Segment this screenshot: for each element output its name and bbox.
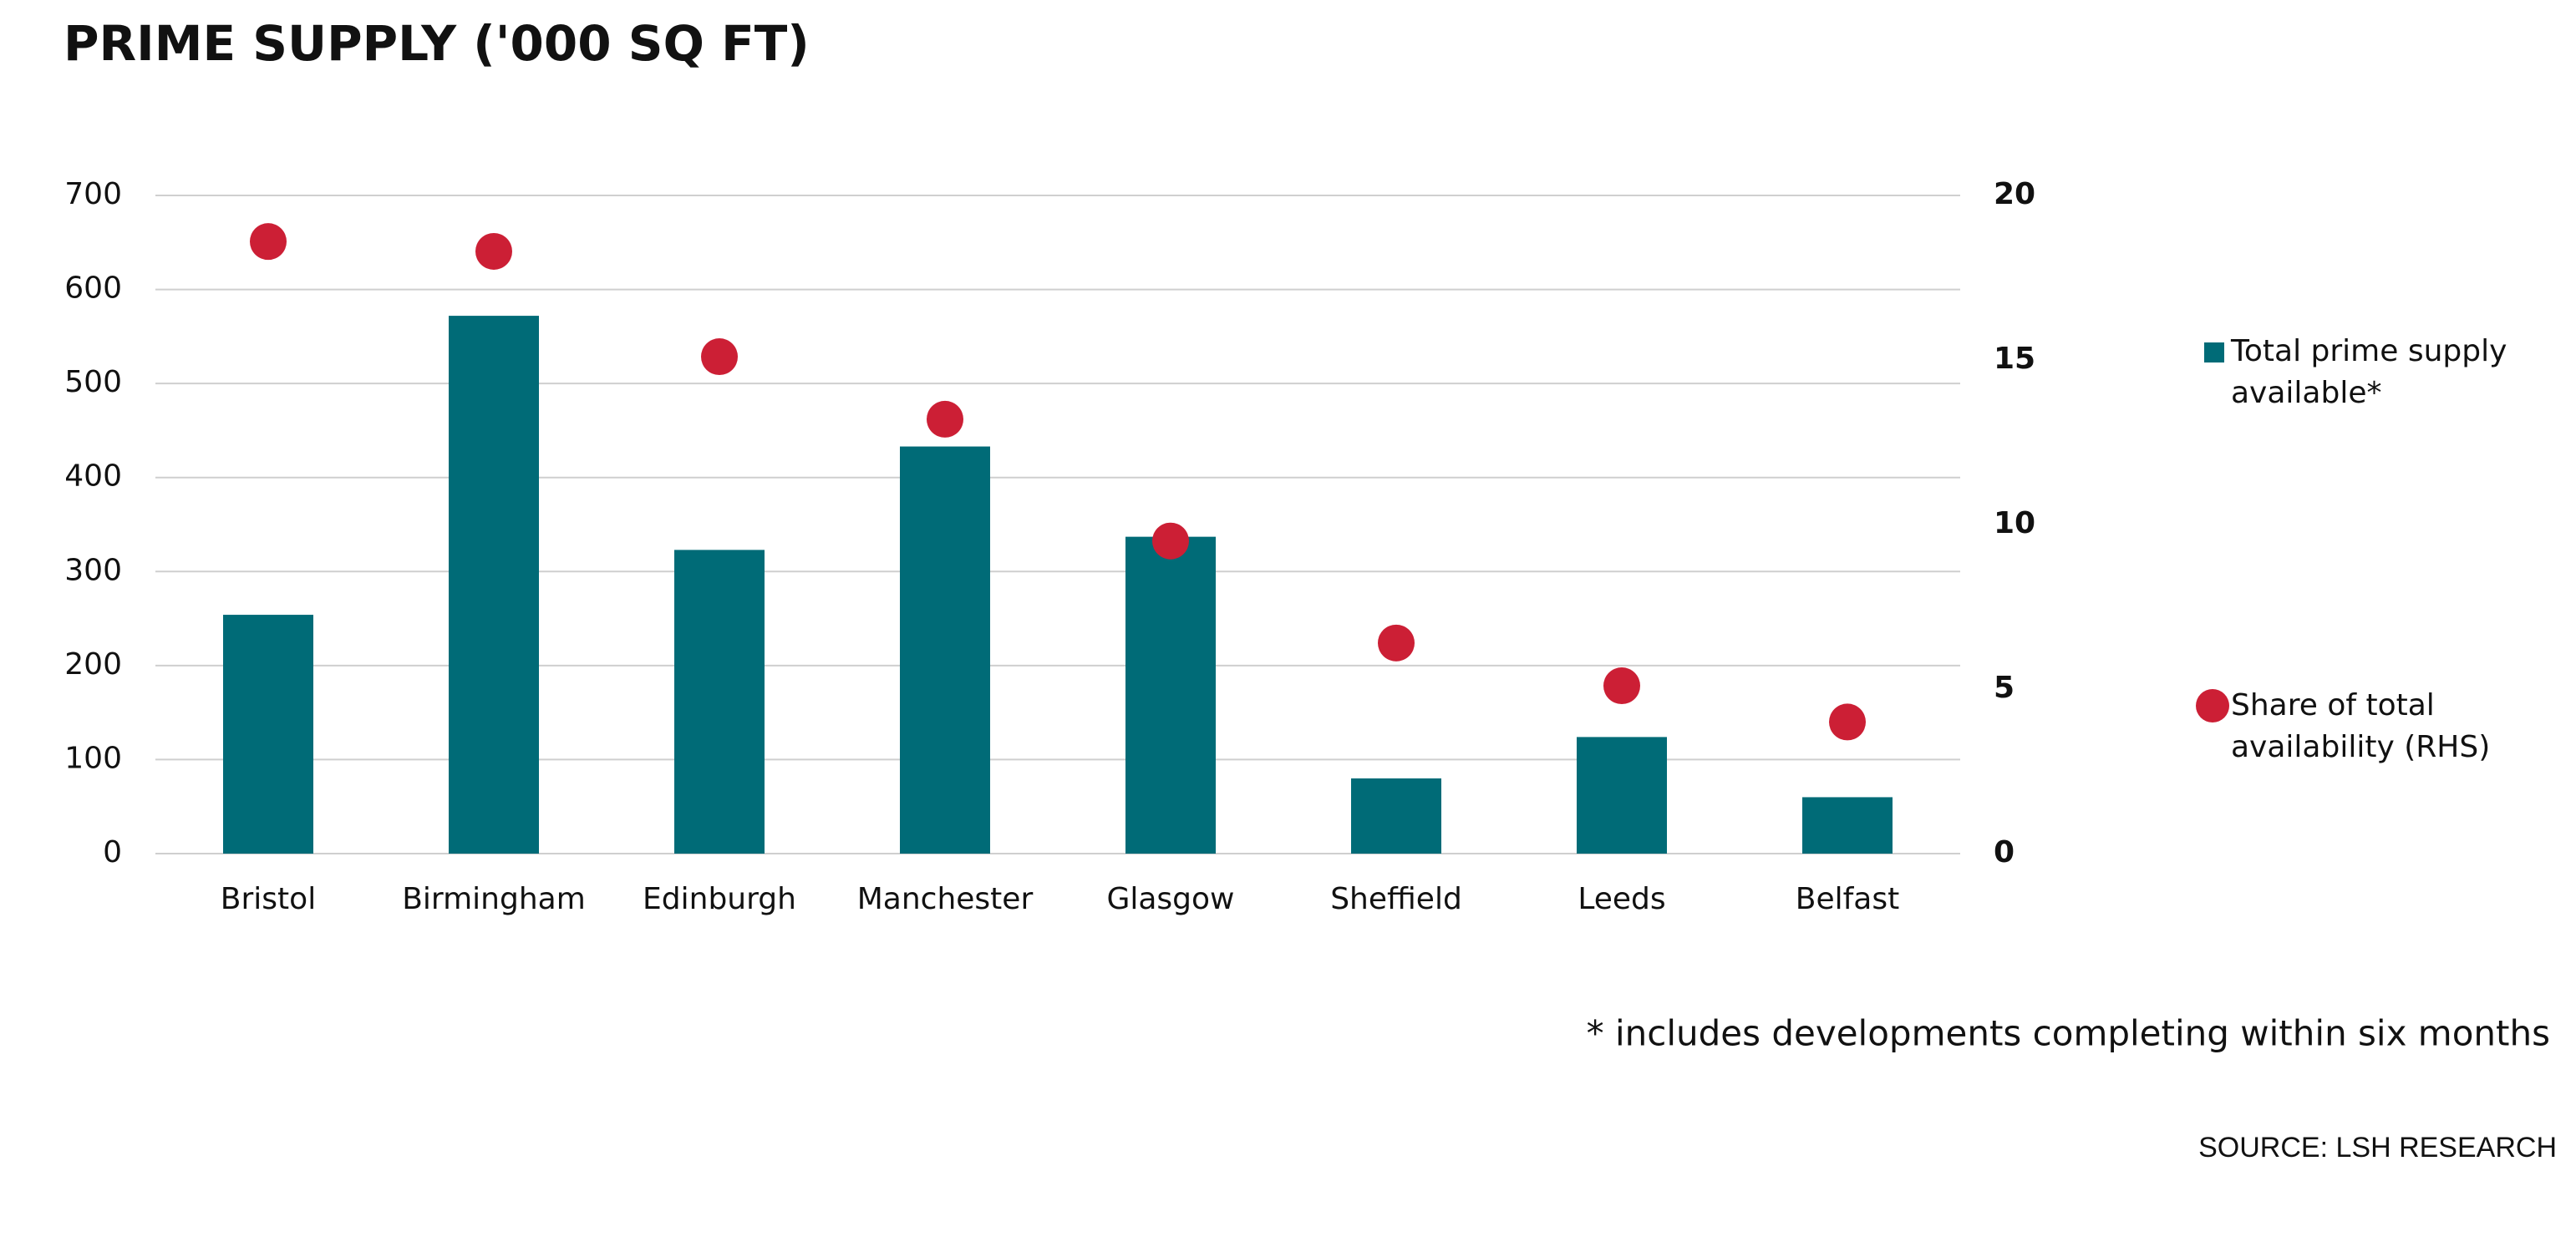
source: SOURCE: LSH RESEARCH	[2198, 1132, 2557, 1163]
dot	[1603, 667, 1640, 705]
bar	[223, 615, 313, 854]
y2-tick-label: 15	[1994, 342, 2035, 376]
x-tick-label: Birmingham	[402, 882, 586, 916]
bar	[900, 446, 990, 854]
bar	[1577, 737, 1667, 854]
x-tick-label: Manchester	[857, 882, 1034, 916]
y2-tick-label: 20	[1994, 177, 2035, 211]
legend-swatch	[2204, 342, 2224, 362]
y2-tick-label: 10	[1994, 506, 2035, 540]
footnote: * includes developments completing withi…	[1587, 1013, 2550, 1054]
y-tick-label: 600	[64, 271, 122, 306]
y2-tick-label: 5	[1994, 671, 2015, 705]
dot	[1378, 624, 1415, 662]
y-tick-label: 200	[64, 647, 122, 682]
bar	[1351, 778, 1441, 854]
dot	[701, 338, 738, 376]
x-tick-label: Bristol	[221, 882, 316, 916]
bar	[449, 316, 539, 854]
chart-title: PRIME SUPPLY ('000 SQ FT)	[64, 15, 810, 72]
y-tick-label: 0	[103, 835, 122, 869]
legend-swatch	[2196, 689, 2229, 722]
bar	[1125, 536, 1216, 854]
legend-label: Total prime supply available*	[2231, 334, 2507, 410]
y-tick-label: 500	[64, 365, 122, 399]
bar	[674, 550, 765, 854]
dot	[475, 232, 512, 270]
x-tick-label: Belfast	[1796, 882, 1899, 916]
dot	[927, 400, 963, 438]
bar	[1802, 797, 1893, 854]
dot	[250, 223, 287, 261]
dot	[1829, 703, 1866, 741]
y-tick-label: 100	[64, 741, 122, 775]
dot	[1152, 522, 1189, 560]
x-tick-label: Edinburgh	[643, 882, 796, 916]
x-tick-label: Glasgow	[1106, 882, 1234, 916]
y-tick-label: 700	[64, 177, 122, 211]
y-tick-label: 300	[64, 553, 122, 587]
y-tick-label: 400	[64, 459, 122, 494]
x-tick-label: Sheffield	[1330, 882, 1462, 916]
x-tick-label: Leeds	[1578, 882, 1665, 916]
y2-tick-label: 0	[1994, 835, 2015, 869]
legend-label: Share of total availability (RHS)	[2231, 688, 2491, 764]
